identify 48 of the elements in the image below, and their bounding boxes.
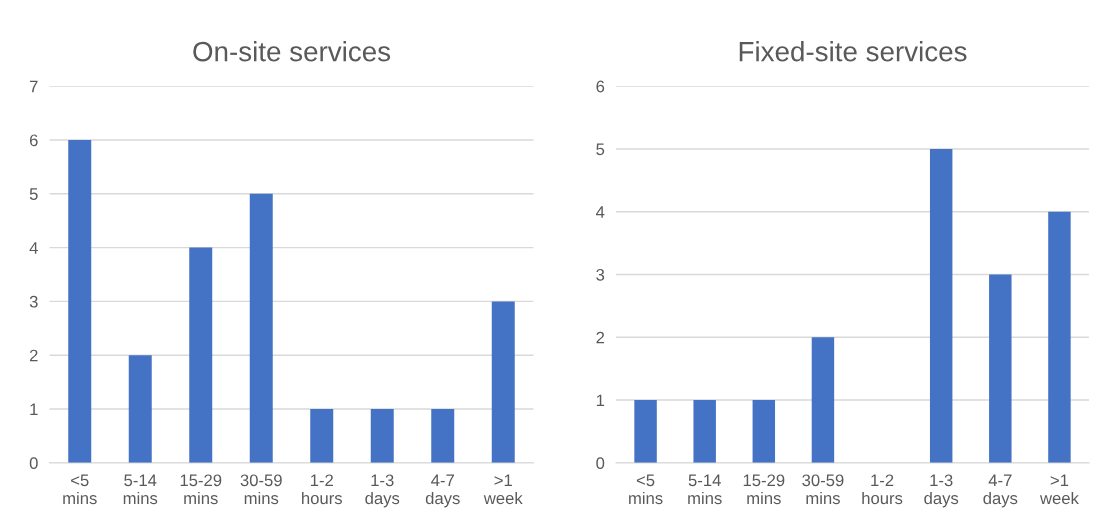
bar [634, 400, 657, 463]
bar [1048, 211, 1071, 463]
y-tick-label: 5 [596, 143, 605, 156]
y-tick-label: 2 [596, 331, 605, 344]
x-tick-label: 5-14 mins [688, 474, 722, 505]
chart-title: On-site services [193, 41, 391, 62]
y-tick-label: 6 [596, 80, 605, 93]
y-tick-label: 3 [29, 295, 38, 308]
y-tick-label: 1 [30, 403, 38, 416]
y-tick-label: 2 [29, 349, 38, 362]
bar [491, 301, 515, 463]
bar [693, 400, 716, 463]
x-tick-label: 30-59 mins [240, 474, 282, 505]
x-tick-label: >1 week [1039, 474, 1079, 505]
y-tick-label: 0 [596, 457, 605, 470]
bar [189, 247, 213, 463]
chart-title: Fixed-site services [739, 41, 967, 62]
x-tick-label: 30-59 mins [802, 474, 844, 505]
bar [752, 400, 776, 463]
x-tick-label: 4-7 days [425, 474, 460, 508]
y-tick-label: 6 [29, 134, 38, 147]
x-tick-label: 5-14 mins [123, 474, 158, 505]
bar [929, 148, 953, 463]
y-tick-label: 7 [29, 80, 38, 93]
y-tick-label: 5 [29, 188, 38, 200]
x-tick-label: 15-29 mins [743, 474, 785, 505]
bar [310, 409, 334, 463]
x-tick-label: 15-29 mins [180, 474, 222, 505]
bar [370, 409, 394, 463]
x-tick-label: <5 mins [63, 474, 97, 505]
x-tick-label: 1-3 days [365, 474, 400, 508]
x-tick-label: 1-2 hours [302, 474, 342, 505]
x-tick-label: >1 week [483, 474, 523, 505]
y-tick-label: 4 [596, 206, 605, 218]
bar [68, 139, 92, 463]
y-tick-label: 4 [29, 242, 38, 254]
bar [431, 409, 455, 463]
x-tick-label: 1-3 days [924, 474, 959, 508]
x-tick-label: 1-2 hours [862, 474, 903, 505]
bar [128, 355, 152, 463]
y-tick-label: 1 [596, 394, 605, 407]
y-tick-label: 0 [29, 457, 38, 470]
bar [249, 193, 273, 463]
x-tick-label: 4-7 days [983, 474, 1018, 508]
y-tick-label: 3 [596, 268, 605, 281]
x-tick-label: <5 mins [629, 474, 663, 505]
bar [989, 274, 1012, 463]
bar [811, 337, 835, 463]
